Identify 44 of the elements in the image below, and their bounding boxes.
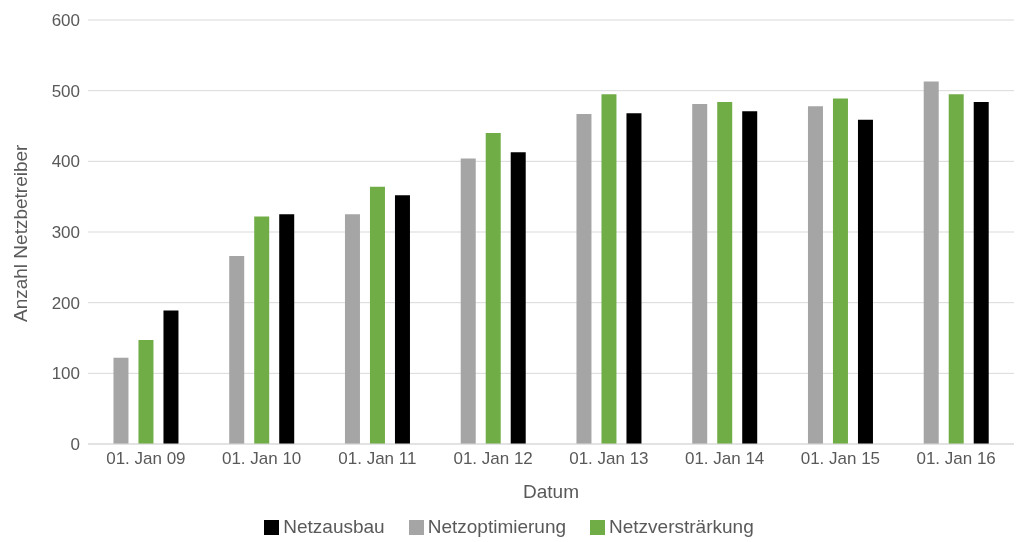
bar: [229, 256, 245, 444]
bar: [369, 186, 385, 444]
x-tick-label: 01. Jan 14: [684, 449, 765, 469]
bar: [717, 101, 733, 444]
y-tick-label: 100: [51, 364, 80, 384]
bar: [626, 113, 642, 444]
bar: [138, 340, 154, 444]
bar: [832, 98, 848, 444]
bar: [254, 216, 270, 444]
bar: [692, 104, 708, 444]
x-tick-label: 01. Jan 12: [453, 449, 533, 469]
bar: [601, 94, 617, 444]
y-tick-label: 200: [51, 293, 80, 313]
bar: [485, 133, 501, 444]
y-tick-label: 0: [70, 435, 80, 455]
y-tick-label: 600: [51, 11, 80, 31]
bar: [923, 81, 939, 444]
bar: [163, 310, 179, 444]
y-tick-label: 300: [51, 223, 80, 243]
x-tick-label: 01. Jan 10: [221, 449, 302, 469]
y-tick-label: 500: [51, 81, 80, 101]
bar: [344, 214, 360, 444]
bar: [510, 152, 526, 444]
x-axis-title: Datum: [523, 481, 579, 502]
bar: [113, 357, 129, 444]
legend-label: Netzausbau: [283, 516, 385, 537]
bar: [742, 111, 758, 444]
x-tick-label: 01. Jan 11: [338, 449, 417, 469]
bar: [807, 106, 823, 444]
legend-label: Netzoptimierung: [427, 516, 567, 537]
y-axis-title: Anzahl Netzbetreiber: [9, 143, 31, 322]
bar: [857, 119, 873, 444]
bar: [576, 113, 592, 444]
bar: [948, 94, 964, 444]
legend-label: Netzversträrkung: [609, 516, 754, 537]
y-tick-label: 400: [51, 152, 80, 172]
bar: [973, 101, 989, 444]
x-tick-label: 01. Jan 16: [916, 449, 996, 469]
bar: [460, 158, 476, 444]
bar: [394, 195, 410, 444]
x-tick-label: 01. Jan 13: [569, 449, 649, 469]
bar: [279, 214, 295, 444]
x-tick-label: 01. Jan 09: [106, 449, 186, 469]
x-tick-label: 01. Jan 15: [800, 449, 881, 469]
